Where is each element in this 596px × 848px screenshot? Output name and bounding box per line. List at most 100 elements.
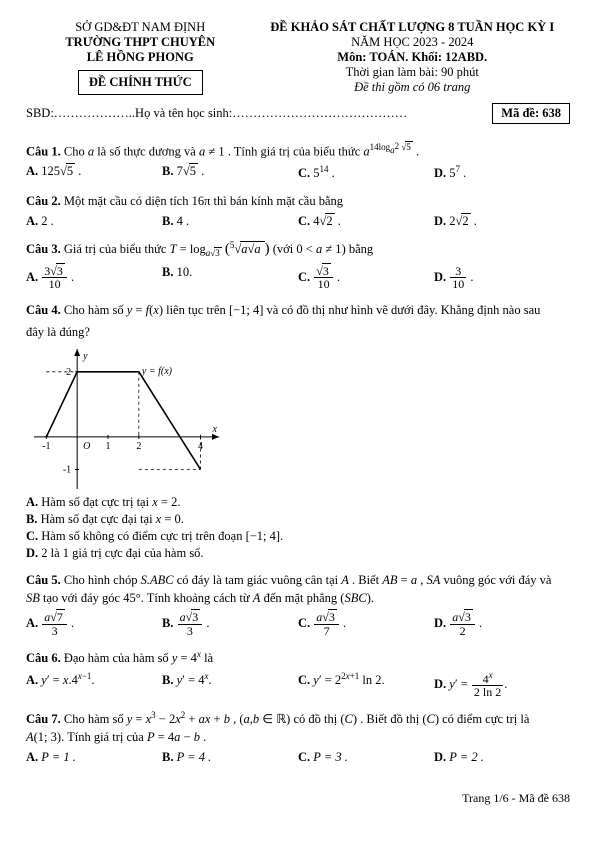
exam-title: ĐỀ KHẢO SÁT CHẤT LƯỢNG 8 TUẦN HỌC KỲ I xyxy=(254,20,570,35)
q6-t1: Đạo hàm của hàm số xyxy=(64,651,172,665)
q5-opts: A. a√73 . B. a√33 . C. a√37 . D. a√32 . xyxy=(26,611,570,637)
q3: Câu 3. Giá trị của biểu thức T = loga√3 … xyxy=(26,239,570,261)
q5-t6: tạo với đáy góc 45°. Tính khoảng cách từ xyxy=(40,591,253,605)
q5-t3: . Biết xyxy=(352,573,382,587)
q7-opts: A. P = 1 . B. P = 4 . C. P = 3 . D. P = … xyxy=(26,750,570,765)
q6-A: A. y′ = x.4x−1. xyxy=(26,671,162,699)
q7-t5: . Tính giá trị của xyxy=(61,730,147,744)
q3-B: B. 10. xyxy=(162,265,298,291)
q5-t1: Cho hình chóp xyxy=(64,573,141,587)
q3-label: Câu 3. xyxy=(26,242,61,256)
sbd-label: SBD: xyxy=(26,106,54,121)
q1-t3: . Tính giá trị của biểu thức xyxy=(228,144,364,158)
official-box: ĐỀ CHÍNH THỨC xyxy=(26,65,254,95)
q7-B: B. P = 4 . xyxy=(162,750,298,765)
q4: Câu 4. Cho hàm số y = f(x) liên tục trên… xyxy=(26,301,570,319)
q7-C: C. P = 3 . xyxy=(298,750,434,765)
q7: Câu 7. Cho hàm số y = x3 − 2x2 + ax + b … xyxy=(26,709,570,746)
pages: Đề thi gồm có 06 trang xyxy=(254,80,570,95)
q4-label: Câu 4. xyxy=(26,303,61,317)
q3-opts: A. 3√310 . B. 10. C. √310 . D. 310 . xyxy=(26,265,570,291)
q6-C: C. y′ = 22x+1 ln 2. xyxy=(298,671,434,699)
q6-label: Câu 6. xyxy=(26,651,61,665)
q7-t1: Cho hàm số xyxy=(64,712,127,726)
q4-C: C. Hàm số không có điểm cực trị trên đoạ… xyxy=(26,529,570,544)
subject: Môn: TOÁN. Khối: 12ABD. xyxy=(254,50,570,65)
q6-opts: A. y′ = x.4x−1. B. y′ = 4x. C. y′ = 22x+… xyxy=(26,671,570,699)
dots2: …………………………………… xyxy=(232,106,407,121)
q3-A: A. 3√310 . xyxy=(26,265,162,291)
q4-B: B. Hàm số đạt cực đại tại x = 0. xyxy=(26,512,570,527)
q7-t2: có đồ thị xyxy=(293,712,340,726)
header-right: ĐỀ KHẢO SÁT CHẤT LƯỢNG 8 TUẦN HỌC KỲ I N… xyxy=(254,20,570,95)
q5-A: A. a√73 . xyxy=(26,611,162,637)
q2-B: B. 4 . xyxy=(162,214,298,229)
q5-D: D. a√32 . xyxy=(434,611,570,637)
q2: Câu 2. Một mặt cầu có diện tích 16π thì … xyxy=(26,192,570,210)
duration: Thời gian làm bài: 90 phút xyxy=(254,65,570,80)
svg-text:y = f(x): y = f(x) xyxy=(141,366,173,377)
q4-t2: liên tục trên xyxy=(166,303,229,317)
q1-opts: A. 125√5 . B. 7√5 . C. 514 . D. 57 . xyxy=(26,164,570,181)
q1-t1: Cho xyxy=(64,144,88,158)
org1: SỞ GD&ĐT NAM ĐỊNH xyxy=(26,20,254,35)
q3-C: C. √310 . xyxy=(298,265,434,291)
q5-t2: có đáy là tam giác vuông cân tại xyxy=(177,573,342,587)
q7-A: A. P = 1 . xyxy=(26,750,162,765)
svg-text:O: O xyxy=(83,441,90,452)
q3-D: D. 310 . xyxy=(434,265,570,291)
graph-svg: -1124-12Oxyy = f(x) xyxy=(34,349,219,489)
q3-t1: Giá trị của biểu thức xyxy=(64,242,170,256)
q4-D: D. 2 là 1 giá trị cực đại của hàm số. xyxy=(26,546,570,561)
q1-C: C. 514 . xyxy=(298,164,434,181)
svg-text:x: x xyxy=(212,424,218,435)
q5-B: B. a√33 . xyxy=(162,611,298,637)
q1: Câu 1. Cho a là số thực dương và a ≠ 1 .… xyxy=(26,140,570,160)
name-label: Họ và tên học sinh: xyxy=(135,106,232,121)
q5-C: C. a√37 . xyxy=(298,611,434,637)
q5-label: Câu 5. xyxy=(26,573,61,587)
q4-t4: đây là đúng? xyxy=(26,325,90,339)
svg-text:2: 2 xyxy=(136,441,141,452)
header: SỞ GD&ĐT NAM ĐỊNH TRƯỜNG THPT CHUYÊN LÊ … xyxy=(26,20,570,95)
q2-D: D. 2√2 . xyxy=(434,214,570,229)
q5-t5: vuông góc với đáy và xyxy=(440,573,551,587)
q3-t3: ) bằng xyxy=(342,242,374,256)
q4-t1: Cho hàm số xyxy=(64,303,127,317)
q2-label: Câu 2. xyxy=(26,194,61,208)
school1: TRƯỜNG THPT CHUYÊN xyxy=(26,35,254,50)
svg-text:2: 2 xyxy=(66,367,71,378)
q5-t7: đến mặt phẳng xyxy=(264,591,341,605)
q7-t4: có điểm cực trị là xyxy=(442,712,529,726)
q2-text: Một mặt cầu có diện tích 16π thì bán kín… xyxy=(64,194,343,208)
official-label: ĐỀ CHÍNH THỨC xyxy=(78,70,203,95)
q7-label: Câu 7. xyxy=(26,712,61,726)
q1-A: A. 125√5 . xyxy=(26,164,162,181)
svg-text:-1: -1 xyxy=(63,465,71,476)
q7-t3: . Biết đồ thị xyxy=(360,712,422,726)
q4-answers: A. Hàm số đạt cực trị tại x = 2. B. Hàm … xyxy=(26,495,570,561)
q4-A: A. Hàm số đạt cực trị tại x = 2. xyxy=(26,495,570,510)
header-left: SỞ GD&ĐT NAM ĐỊNH TRƯỜNG THPT CHUYÊN LÊ … xyxy=(26,20,254,95)
q6-t2: là xyxy=(204,651,213,665)
q7-D: D. P = 2 . xyxy=(434,750,570,765)
q1-B: B. 7√5 . xyxy=(162,164,298,181)
footer: Trang 1/6 - Mã đề 638 xyxy=(26,791,570,806)
school2: LÊ HỒNG PHONG xyxy=(26,50,254,65)
q6: Câu 6. Đạo hàm của hàm số y = 4x là xyxy=(26,648,570,667)
dots1: ……………….. xyxy=(54,106,135,121)
sbd-row: SBD: ……………….. Họ và tên học sinh: ………………… xyxy=(26,103,570,124)
q6-B: B. y′ = 4x. xyxy=(162,671,298,699)
svg-text:1: 1 xyxy=(106,441,111,452)
q1-D: D. 57 . xyxy=(434,164,570,181)
q6-D: D. y′ = 4x2 ln 2. xyxy=(434,671,570,699)
svg-text:-1: -1 xyxy=(42,441,50,452)
made-box: Mã đề: 638 xyxy=(492,103,570,124)
q4-graph: -1124-12Oxyy = f(x) xyxy=(34,349,570,489)
svg-text:y: y xyxy=(82,351,88,362)
q5: Câu 5. Cho hình chóp S.ABC có đáy là tam… xyxy=(26,571,570,607)
year: NĂM HỌC 2023 - 2024 xyxy=(254,35,570,50)
q1-label: Câu 1. xyxy=(26,144,61,158)
q2-C: C. 4√2 . xyxy=(298,214,434,229)
q2-A: A. 2 . xyxy=(26,214,162,229)
